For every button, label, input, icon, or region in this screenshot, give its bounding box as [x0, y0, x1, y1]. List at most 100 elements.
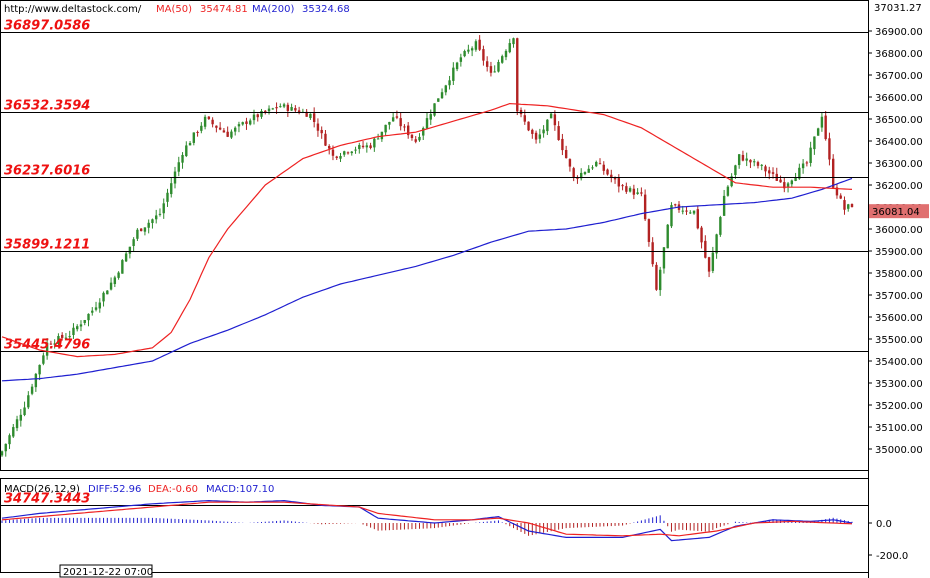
candle-body — [711, 252, 715, 271]
price-tick-label: 36000.00 — [875, 225, 923, 236]
candle-body — [30, 386, 34, 394]
candle-body — [309, 113, 312, 119]
price-tick-label: 35900.00 — [875, 247, 923, 258]
candle-body — [72, 327, 75, 336]
candle-body — [771, 172, 775, 174]
candle-body — [794, 177, 797, 181]
candle-body — [801, 163, 805, 169]
price-tick-label: 36800.00 — [875, 49, 923, 60]
candle-body — [275, 107, 278, 109]
candle-body — [437, 98, 440, 102]
candle-body — [613, 177, 617, 180]
candle-body — [433, 103, 436, 116]
candle-body — [170, 183, 173, 195]
candle-body — [384, 124, 387, 133]
candle-body — [696, 209, 699, 229]
candle-body — [485, 61, 489, 67]
candle-body — [493, 71, 496, 73]
candle-body — [294, 108, 297, 111]
candle-body — [700, 227, 703, 243]
candle-body — [527, 121, 530, 131]
candle-body — [211, 119, 214, 125]
candle-body — [768, 170, 771, 174]
candle-body — [719, 217, 722, 235]
macd-diff-value: DIFF:52.96 — [88, 484, 141, 495]
candle-body — [482, 49, 485, 61]
candle-body — [350, 151, 353, 154]
candle-body — [339, 156, 342, 159]
candle-body — [440, 92, 444, 99]
ma200-value: 35324.68 — [302, 4, 350, 15]
candle-body — [835, 187, 839, 196]
candle-body — [264, 110, 267, 113]
price-tick-label: 35300.00 — [875, 379, 923, 390]
macd-tick-label: 0.0 — [876, 519, 892, 530]
candle-body — [237, 124, 241, 127]
candle-body — [753, 161, 756, 163]
candle-body — [798, 167, 801, 179]
macd-tick-label: -200.0 — [876, 551, 908, 562]
candle-body — [643, 194, 647, 220]
candle-body — [474, 41, 478, 50]
candle-body — [358, 145, 361, 150]
candle-body — [271, 108, 274, 110]
top-value-box — [869, 0, 929, 14]
candle-body — [117, 272, 120, 278]
candle-body — [279, 106, 282, 108]
candle-body — [666, 224, 669, 249]
candle-body — [102, 292, 105, 302]
macd-title: MACD(26,12,9) — [4, 484, 80, 495]
candle-body — [850, 204, 854, 208]
candle-body — [602, 164, 605, 171]
candle-body — [155, 215, 158, 220]
candle-body — [598, 163, 602, 165]
candle-body — [8, 435, 11, 445]
candle-body — [23, 407, 26, 416]
candle-body — [222, 130, 226, 133]
macd-axis: 0.0 -200.0 — [868, 519, 908, 562]
macd-histogram — [1, 515, 853, 536]
candle-body — [512, 38, 515, 45]
candle-body — [422, 128, 425, 136]
candle-body — [83, 320, 86, 323]
candle-body — [783, 182, 786, 189]
candle-body — [786, 183, 790, 187]
ma50-line — [1, 102, 853, 358]
candle-body — [704, 240, 707, 258]
candle-body — [655, 264, 658, 290]
candle-body — [670, 205, 673, 227]
candle-body — [685, 210, 688, 212]
candle-body — [256, 114, 259, 118]
candle-body — [87, 313, 90, 321]
candle-body — [166, 192, 169, 202]
candle-body — [790, 180, 794, 185]
candle-body — [0, 451, 4, 456]
candle-body — [343, 151, 346, 155]
candle-body — [689, 212, 692, 214]
price-tick-label: 35100.00 — [875, 423, 923, 434]
ma50-label: MA(50) — [156, 4, 192, 15]
candle-body — [508, 43, 511, 53]
candle-body — [564, 150, 568, 159]
candle-body — [707, 257, 711, 272]
candle-body — [177, 162, 180, 172]
current-price-tag — [869, 204, 929, 219]
candle-body — [203, 116, 207, 127]
candle-body — [215, 125, 218, 128]
candle-body — [410, 134, 414, 138]
candle-body — [218, 127, 222, 130]
candle-body — [726, 186, 730, 196]
candle-body — [147, 222, 150, 228]
candle-body — [395, 116, 399, 118]
candle-body — [15, 419, 19, 429]
candle-body — [681, 210, 684, 212]
candle-body — [132, 239, 135, 247]
candle-body — [816, 128, 820, 136]
candle-body — [741, 154, 745, 161]
price-tick-label: 35400.00 — [875, 357, 923, 368]
candle-body — [53, 343, 56, 345]
candle-body — [414, 139, 417, 142]
candle-body — [455, 62, 459, 70]
price-tick-label: 35600.00 — [875, 313, 923, 324]
candle-body — [45, 342, 49, 356]
